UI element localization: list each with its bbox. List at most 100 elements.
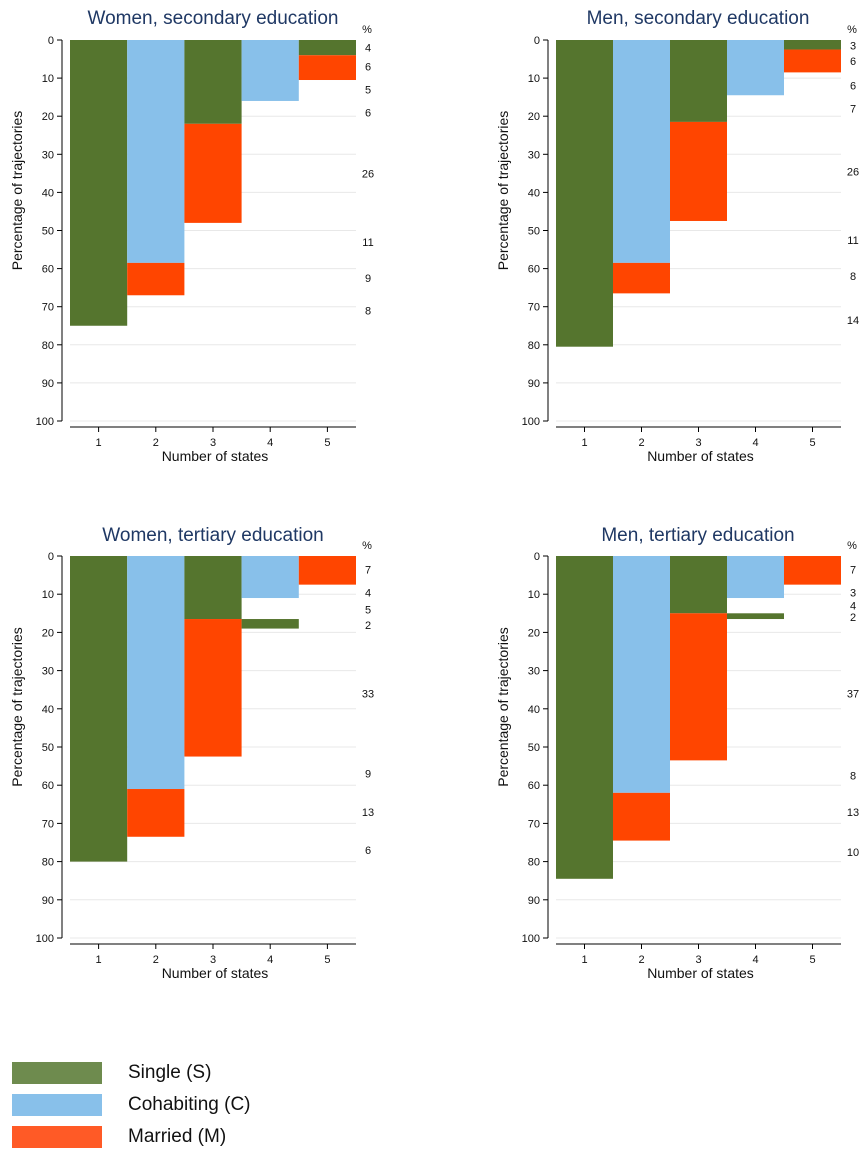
bar-cohabiting-x4	[727, 40, 784, 96]
y-tick-label: 30	[528, 149, 540, 161]
percent-annotation: 2	[850, 612, 856, 624]
percent-annotation: 26	[847, 166, 859, 178]
percent-annotation: 37	[847, 689, 859, 701]
bar-single-x1	[556, 40, 613, 347]
legend-swatch-cohabiting	[12, 1094, 102, 1116]
y-axis-label: Percentage of trajectories	[495, 111, 511, 271]
percent-annotation: 7	[850, 564, 856, 576]
percent-annotation: 6	[850, 56, 856, 68]
legend: Single (S) Cohabiting (C) Married (M)	[12, 1058, 251, 1154]
y-tick-label: 80	[528, 340, 540, 352]
percent-annotation: 8	[365, 306, 371, 318]
bar-married-x3	[184, 123, 242, 223]
y-tick-label: 80	[42, 340, 54, 352]
bar-cohabiting-x2	[613, 556, 670, 793]
bar-single-x1	[70, 40, 128, 326]
y-tick-label: 40	[42, 704, 54, 716]
x-tick-label: 3	[695, 954, 701, 966]
percent-header: %	[362, 540, 372, 552]
x-tick-label: 1	[581, 437, 587, 449]
legend-item-married: Married (M)	[12, 1122, 251, 1152]
legend-label-married: Married (M)	[128, 1126, 227, 1147]
y-tick-label: 100	[522, 933, 540, 945]
percent-header: %	[847, 24, 857, 36]
y-tick-label: 60	[42, 264, 54, 276]
x-axis-label: Number of states	[647, 448, 754, 464]
x-tick-label: 1	[96, 437, 102, 449]
percent-header: %	[362, 24, 372, 36]
y-tick-label: 30	[528, 666, 540, 678]
y-tick-label: 40	[42, 187, 54, 199]
y-tick-label: 70	[528, 818, 540, 830]
y-tick-label: 20	[528, 111, 540, 123]
bar-married-x3	[184, 619, 242, 757]
bar-single-x1	[70, 556, 128, 862]
legend-label-cohabiting: Cohabiting (C)	[128, 1094, 251, 1115]
bar-married-x2	[613, 262, 670, 294]
x-tick-label: 3	[695, 437, 701, 449]
percent-annotation: 5	[365, 85, 371, 97]
y-tick-label: 100	[36, 933, 54, 945]
y-tick-label: 100	[36, 416, 54, 428]
x-tick-label: 2	[638, 954, 644, 966]
y-tick-label: 50	[528, 742, 540, 754]
bar-single-x3	[184, 556, 242, 620]
bar-single-x4	[727, 613, 784, 620]
percent-annotation: 26	[362, 168, 374, 180]
chart-title: Women, tertiary education	[102, 525, 323, 546]
bar-cohabiting-x4	[241, 556, 299, 599]
x-tick-label: 5	[809, 437, 815, 449]
percent-annotation: 7	[365, 564, 371, 576]
y-tick-label: 0	[48, 35, 54, 47]
y-tick-label: 20	[42, 111, 54, 123]
chart-panel-2: 0 10 20 30 40 50 60 70 80 90 100 1 2 3 4 5 Men, secondar…	[495, 8, 859, 464]
y-tick-label: 70	[528, 302, 540, 314]
y-tick-label: 60	[528, 264, 540, 276]
y-tick-label: 60	[528, 780, 540, 792]
legend-item-cohabiting: Cohabiting (C)	[12, 1090, 251, 1120]
bar-single-x3	[184, 40, 242, 124]
x-tick-label: 3	[210, 437, 216, 449]
y-tick-label: 20	[42, 627, 54, 639]
x-tick-label: 1	[96, 954, 102, 966]
percent-annotation: 4	[365, 587, 371, 599]
bar-cohabiting-x2	[127, 40, 185, 263]
bar-married-x3	[670, 121, 727, 221]
y-tick-label: 30	[42, 149, 54, 161]
percent-annotation: 6	[850, 81, 856, 93]
percent-annotation: 8	[850, 771, 856, 783]
percent-annotation: 2	[365, 620, 371, 632]
y-tick-label: 40	[528, 704, 540, 716]
y-tick-label: 80	[528, 857, 540, 869]
bar-married-x3	[670, 613, 727, 761]
bar-married-x2	[613, 792, 670, 841]
y-tick-label: 0	[48, 551, 54, 563]
legend-item-single: Single (S)	[12, 1058, 251, 1088]
percent-annotation: 5	[365, 604, 371, 616]
percent-annotation: 14	[847, 315, 859, 327]
x-tick-label: 3	[210, 954, 216, 966]
x-tick-label: 4	[752, 954, 758, 966]
x-tick-label: 2	[153, 437, 159, 449]
legend-swatch-single	[12, 1062, 102, 1084]
x-tick-label: 2	[638, 437, 644, 449]
y-tick-label: 60	[42, 780, 54, 792]
x-tick-label: 2	[153, 954, 159, 966]
bar-married-x5	[298, 55, 356, 81]
x-tick-label: 5	[324, 437, 330, 449]
x-axis-label: Number of states	[162, 448, 269, 464]
y-tick-label: 10	[42, 73, 54, 85]
chart-title: Women, secondary education	[87, 8, 338, 29]
bar-married-x2	[127, 789, 185, 837]
percent-annotation: 3	[850, 587, 856, 599]
percent-annotation: 9	[365, 769, 371, 781]
bar-single-x5	[298, 40, 356, 56]
bar-cohabiting-x2	[613, 40, 670, 263]
bar-cohabiting-x4	[241, 40, 299, 101]
chart-title: Men, tertiary education	[601, 525, 794, 546]
y-tick-label: 10	[528, 73, 540, 85]
x-axis-label: Number of states	[162, 965, 269, 981]
percent-annotation: 6	[365, 62, 371, 74]
x-tick-label: 5	[809, 954, 815, 966]
